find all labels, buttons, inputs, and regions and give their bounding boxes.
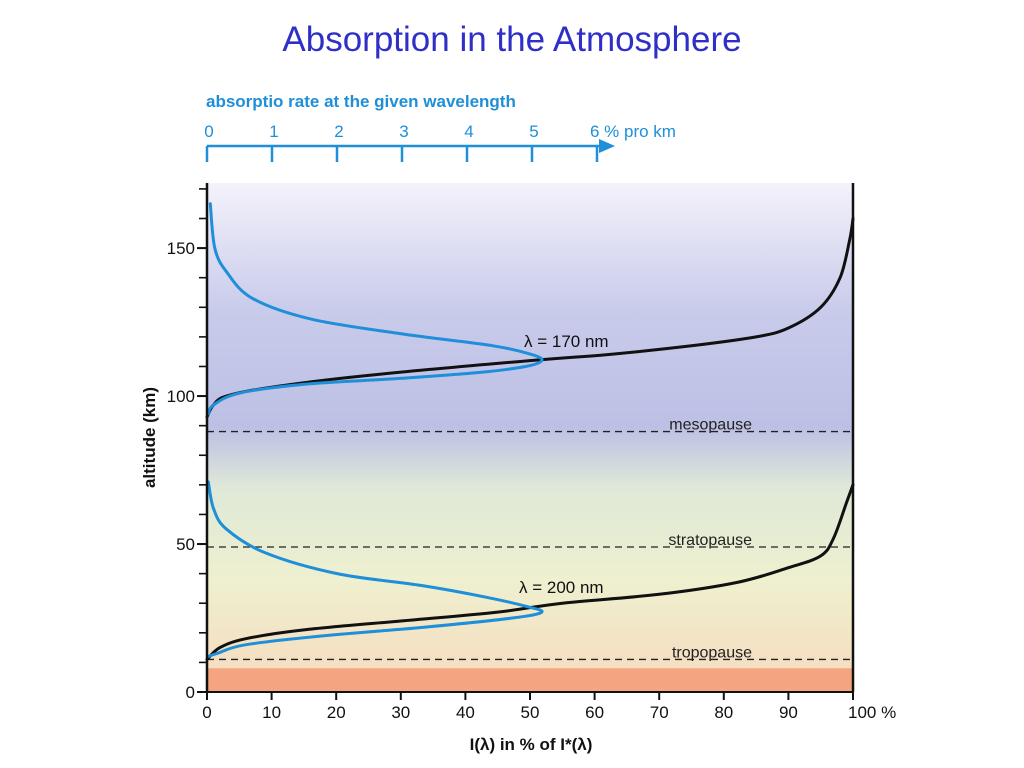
top-tick-label: 3 [399,122,408,141]
top-tick-label: 2 [334,122,343,141]
series-line-2 [205,483,855,661]
top-tick-label: 4 [464,122,473,141]
top-tick-label: 1 [269,122,278,141]
series-line-4 [206,480,544,658]
x-tick-label: 70 [650,703,669,722]
y-tick-label: 150 [167,239,195,258]
x-tick-label: 10 [262,703,281,722]
x-tick-label: 50 [521,703,540,722]
reference-label-mesopause: mesopause [669,417,752,434]
top-tick-label: 5 [529,122,538,141]
top-axis-title: absorptio rate at the given wavelength [206,92,516,111]
x-tick-label: 60 [585,703,604,722]
y-tick-label: 50 [176,535,195,554]
x-tick-label: 90 [779,703,798,722]
series-line-3 [206,202,544,416]
x-axis-title: I(λ) in % of I*(λ) [470,735,593,754]
y-tick-label: 0 [186,683,195,702]
page-title: Absorption in the Atmosphere [282,20,742,59]
reference-label-tropopause: tropopause [672,644,752,661]
x-tick-label: 30 [391,703,410,722]
top-tick-label: 0 [204,122,213,141]
x-tick-label: 40 [456,703,475,722]
top-tick-label: 6 % pro km [590,122,676,141]
troposphere-band [207,668,853,692]
y-axis-title: altitude (km) [140,387,159,488]
y-tick-label: 100 [167,387,195,406]
x-tick-label: 0 [202,703,211,722]
reference-label-stratopause: stratopause [668,532,752,549]
top-axis-arrow-icon [599,139,615,153]
x-tick-label: 80 [714,703,733,722]
x-tick-label: 100 % [848,703,896,722]
series-label-2: λ = 200 nm [519,578,604,597]
series-label-1: λ = 170 nm [524,332,609,351]
x-tick-label: 20 [327,703,346,722]
